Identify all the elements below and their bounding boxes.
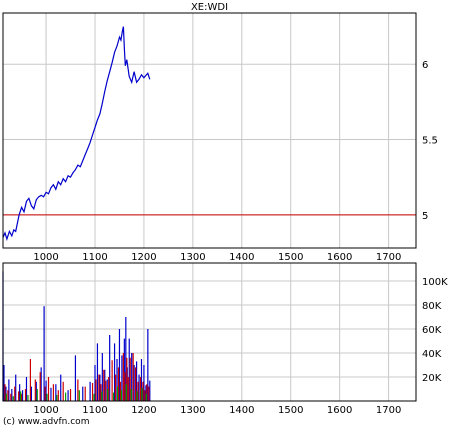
y-tick-label: 5.5 (422, 136, 438, 147)
x-tick-label: 1300 (180, 405, 205, 416)
x-tick-label: 1200 (131, 405, 156, 416)
plot-area (3, 13, 416, 248)
plot-area (3, 263, 416, 401)
y-tick-label: 100K (422, 277, 448, 288)
x-tick-label: 1700 (376, 252, 401, 260)
x-tick-label: 1200 (131, 252, 156, 260)
x-tick-label: 1400 (229, 405, 254, 416)
volume-chart: 1000 1100 1200 1300 1400 1500 1600 1700 20K 40K 60… (2, 262, 448, 416)
x-tick-label: 1100 (82, 405, 107, 416)
x-tick-label: 1000 (33, 405, 58, 416)
chart-title: XE:WDI (191, 2, 228, 13)
x-tick-label: 1100 (82, 252, 107, 260)
x-tick-label: 1600 (327, 405, 352, 416)
price-chart: 1000 1100 1200 1300 1400 1500 1600 1700 5 5.5 6 XE:… (2, 2, 438, 260)
y-tick-label: 6 (422, 60, 428, 71)
price-line (2, 26, 151, 241)
x-tick-label: 1000 (33, 252, 58, 260)
x-tick-label: 1500 (278, 405, 303, 416)
y-tick-label: 20K (422, 373, 442, 384)
x-tick-label: 1400 (229, 252, 254, 260)
x-tick-label: 1500 (278, 252, 303, 260)
copyright-footer: (c) www.advfn.com (3, 417, 90, 427)
x-tick-label: 1300 (180, 252, 205, 260)
y-tick-label: 5 (422, 211, 428, 222)
y-tick-label: 40K (422, 349, 442, 360)
x-tick-label: 1700 (376, 405, 401, 416)
y-tick-label: 60K (422, 325, 442, 336)
y-tick-label: 80K (422, 301, 442, 312)
plot-frame (2, 262, 417, 402)
plot-frame (2, 12, 417, 249)
x-tick-label: 1600 (327, 252, 352, 260)
